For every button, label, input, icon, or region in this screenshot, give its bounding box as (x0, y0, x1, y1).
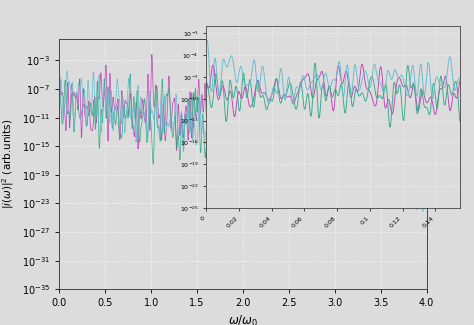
$\omega(k) = 5\,\omega_0$ (280, 136, 285, 140)
$\omega(k) = \omega_0/5$ (64, 69, 70, 73)
Line: $\omega(k) = \omega_0$: $\omega(k) = \omega_0$ (59, 74, 427, 182)
$\omega(k) = \omega_0/5$ (245, 135, 250, 138)
Line: $\omega(k) = \omega_0/5$: $\omega(k) = \omega_0/5$ (59, 71, 427, 211)
$\omega(k) = 5\,\omega_0$ (111, 101, 117, 105)
$\omega(k) = \omega_0$ (250, 124, 255, 127)
$\omega(k) = 5\,\omega_0$ (76, 98, 82, 102)
$\omega(k) = 5\,\omega_0$ (250, 117, 255, 121)
$\omega(k) = 5\,\omega_0$ (152, 104, 157, 108)
$\omega(k) = 5\,\omega_0$ (56, 70, 62, 74)
$\omega(k) = \omega_0$ (371, 180, 377, 184)
X-axis label: $\omega/\omega_0$: $\omega/\omega_0$ (228, 314, 258, 325)
Line: $\omega(k) = 5\,\omega_0$: $\omega(k) = 5\,\omega_0$ (59, 54, 427, 183)
$\omega(k) = \omega_0/5$ (152, 113, 157, 117)
$\omega(k) = \omega_0/5$ (111, 121, 117, 124)
$\omega(k) = \omega_0/5$ (424, 198, 429, 202)
$\omega(k) = \omega_0$ (111, 111, 117, 115)
$\omega(k) = \omega_0/5$ (76, 81, 82, 85)
$\omega(k) = 5\,\omega_0$ (424, 156, 429, 160)
$\omega(k) = \omega_0$ (280, 138, 285, 142)
$\omega(k) = \omega_0$ (424, 172, 429, 176)
$\omega(k) = \omega_0$ (152, 130, 157, 134)
$\omega(k) = \omega_0$ (76, 109, 82, 112)
$\omega(k) = \omega_0$ (245, 118, 250, 122)
$\omega(k) = 5\,\omega_0$ (352, 181, 358, 185)
$\omega(k) = \omega_0/5$ (56, 86, 62, 90)
Y-axis label: $|i(\omega)|^2$ (arb.units): $|i(\omega)|^2$ (arb.units) (0, 119, 16, 209)
Legend: $\omega(k) = 5\,\omega_0$, $\omega(k) = \omega_0$, $\omega(k) = \omega_0/5$: $\omega(k) = 5\,\omega_0$, $\omega(k) = … (342, 42, 424, 90)
$\omega(k) = \omega_0/5$ (420, 209, 426, 213)
$\omega(k) = 5\,\omega_0$ (149, 52, 155, 56)
$\omega(k) = \omega_0/5$ (280, 135, 285, 138)
$\omega(k) = \omega_0$ (127, 72, 133, 76)
$\omega(k) = \omega_0/5$ (250, 130, 255, 134)
$\omega(k) = 5\,\omega_0$ (245, 100, 250, 104)
$\omega(k) = \omega_0$ (56, 89, 62, 93)
